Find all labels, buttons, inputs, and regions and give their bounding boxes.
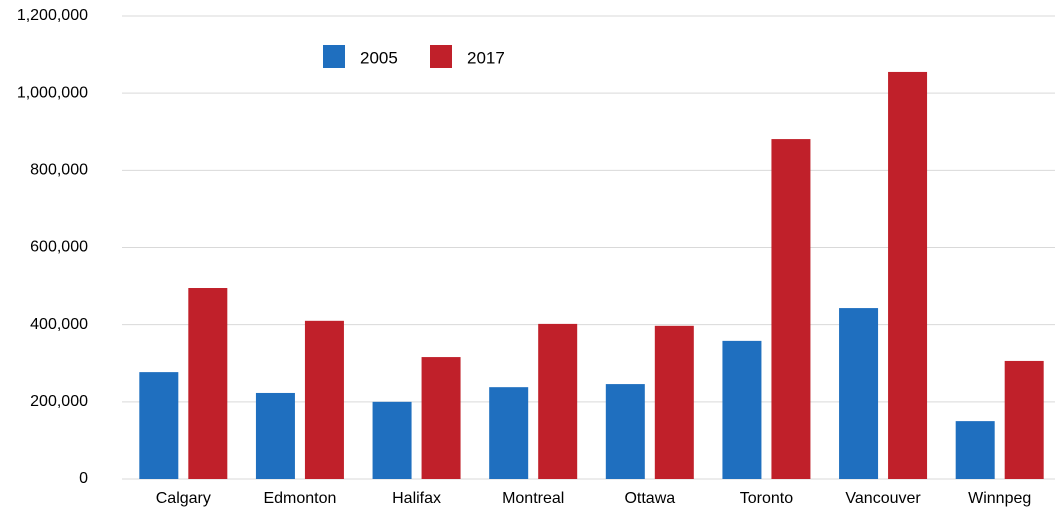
legend-label: 2005 — [360, 48, 398, 67]
legend-label: 2017 — [467, 48, 505, 67]
x-tick-label: Winnpeg — [968, 490, 1031, 507]
y-tick-label: 600,000 — [30, 239, 88, 256]
bar — [605, 384, 645, 479]
bar — [139, 372, 179, 479]
bar — [722, 340, 762, 479]
legend-swatch — [323, 45, 345, 68]
bar — [372, 401, 412, 479]
x-tick-label: Halifax — [392, 490, 441, 507]
bar — [421, 357, 461, 479]
bar — [1004, 360, 1044, 479]
bar — [304, 320, 344, 479]
y-tick-label: 800,000 — [30, 162, 88, 179]
x-tick-label: Ottawa — [624, 490, 675, 507]
bar — [771, 139, 811, 480]
legend-swatch — [430, 45, 452, 68]
x-tick-label: Toronto — [740, 490, 793, 507]
bar — [839, 308, 879, 479]
bar — [654, 325, 694, 479]
bar — [255, 392, 295, 479]
bar — [888, 71, 928, 479]
x-tick-label: Calgary — [156, 490, 211, 507]
bar — [538, 323, 578, 479]
y-tick-label: 1,000,000 — [17, 84, 88, 101]
y-tick-label: 1,200,000 — [17, 7, 88, 24]
y-tick-label: 0 — [79, 470, 88, 487]
bar — [955, 421, 995, 479]
bar — [489, 387, 529, 479]
bar — [188, 288, 228, 479]
y-tick-label: 200,000 — [30, 393, 88, 410]
y-tick-label: 400,000 — [30, 316, 88, 333]
x-tick-label: Montreal — [502, 490, 564, 507]
x-tick-label: Edmonton — [263, 490, 336, 507]
x-tick-label: Vancouver — [845, 490, 921, 507]
